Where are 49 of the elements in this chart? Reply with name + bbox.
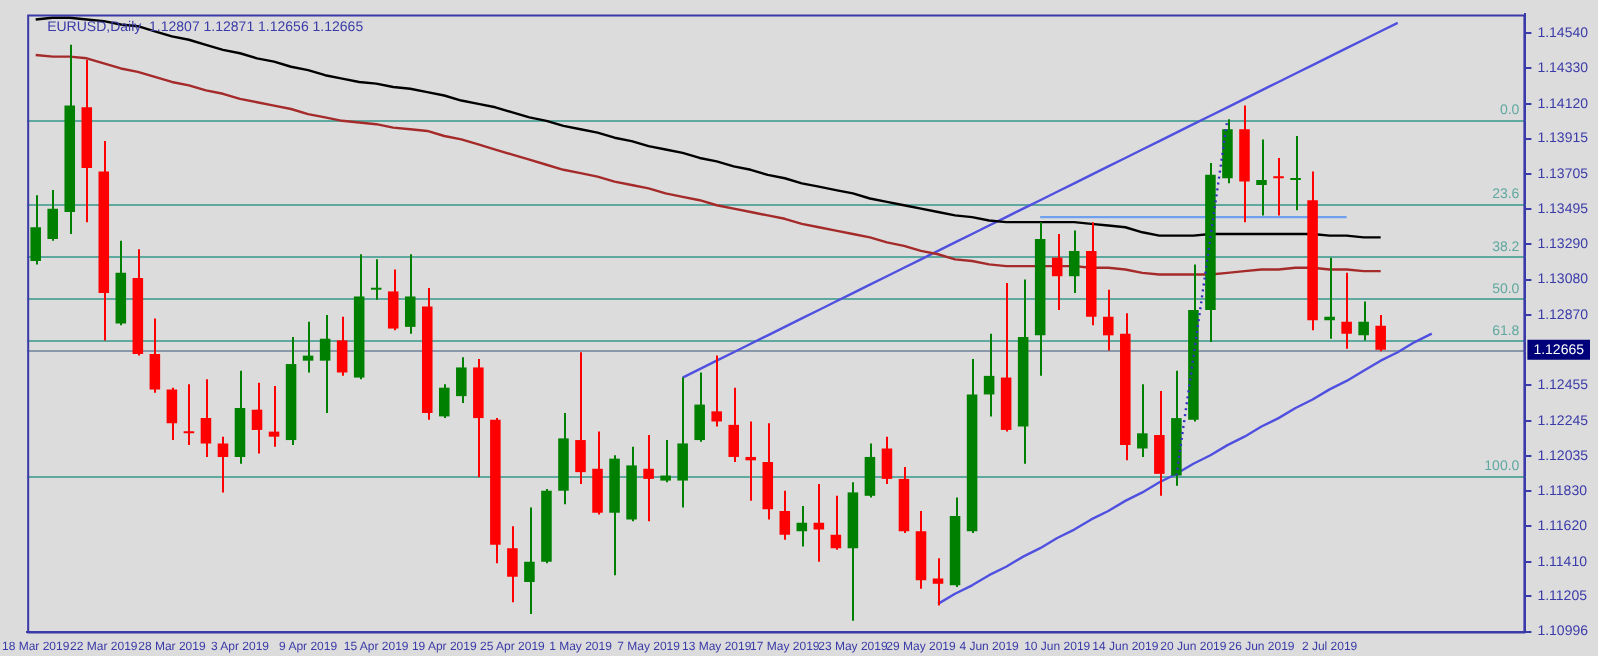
candlestick bbox=[830, 494, 842, 551]
candlestick bbox=[881, 435, 893, 485]
candlestick bbox=[643, 433, 654, 523]
candlestick bbox=[370, 258, 382, 301]
candlestick bbox=[983, 332, 995, 418]
candlestick bbox=[166, 386, 178, 442]
candlestick bbox=[1290, 135, 1301, 212]
candlestick bbox=[1051, 232, 1063, 311]
candlestick bbox=[1358, 300, 1369, 342]
candlestick bbox=[404, 253, 416, 335]
candlestick bbox=[575, 351, 586, 485]
candlestick bbox=[1256, 138, 1267, 217]
candlestick bbox=[711, 354, 722, 428]
candlestick bbox=[694, 371, 705, 443]
candlestick bbox=[1137, 383, 1148, 458]
candlestick bbox=[47, 189, 58, 242]
candlestick bbox=[302, 320, 314, 374]
candlestick bbox=[319, 314, 331, 415]
candlestick bbox=[660, 439, 671, 484]
candlestick bbox=[1341, 271, 1352, 350]
candlestick bbox=[507, 525, 518, 604]
candlestick bbox=[864, 442, 876, 499]
candlestick bbox=[592, 430, 603, 516]
candlestick bbox=[251, 381, 263, 455]
candlestick bbox=[149, 317, 161, 394]
candlestick bbox=[1273, 156, 1284, 217]
candlestick bbox=[456, 356, 467, 404]
candlestick bbox=[1375, 313, 1386, 353]
candlestick bbox=[268, 385, 280, 448]
candlestick bbox=[1324, 256, 1335, 340]
candlestick bbox=[524, 506, 535, 616]
candlestick bbox=[30, 194, 41, 266]
candlestick bbox=[1154, 390, 1165, 497]
candlestick bbox=[796, 504, 808, 548]
candlestick bbox=[217, 435, 229, 494]
candlestick bbox=[439, 383, 450, 420]
candlestick bbox=[779, 489, 791, 541]
candlestick bbox=[387, 268, 399, 332]
candlestick bbox=[183, 383, 195, 447]
candlestick bbox=[728, 386, 739, 464]
candlestick bbox=[1103, 288, 1114, 352]
candlestick bbox=[762, 422, 774, 521]
candlestick bbox=[336, 315, 348, 377]
candlestick bbox=[200, 378, 212, 458]
candlestick bbox=[745, 420, 757, 502]
candlestick bbox=[1068, 229, 1080, 295]
candlestick bbox=[813, 482, 825, 563]
candlestick bbox=[677, 376, 688, 509]
candlestick bbox=[932, 557, 944, 607]
